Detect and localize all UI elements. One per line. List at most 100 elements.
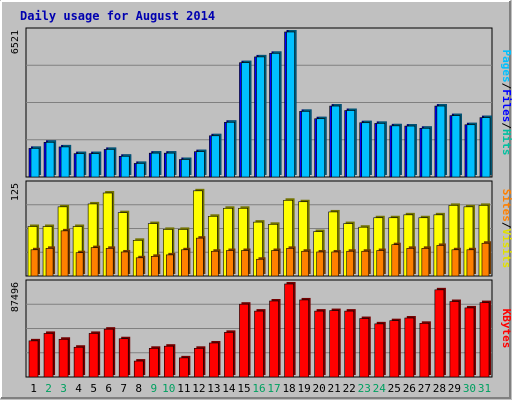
kbytes-bar: [58, 338, 69, 378]
panel-1-ymax-label: 6521: [10, 30, 21, 54]
x-tick-label: 2: [45, 382, 52, 395]
x-tick-label: 4: [75, 382, 82, 395]
panel-2-legend-label: Sites/Visits: [500, 189, 512, 269]
panel-1-legend-label: Pages/Files/Hits: [500, 50, 512, 156]
hits-bar: [406, 125, 416, 178]
panel-2: 125 Sites/Visits: [10, 180, 512, 277]
x-axis-ticks: 1 2 3 4 5 6 7 8 9 10 11 12 13 14 15 16 17 18 19 20 21 22 23 24 2…: [30, 382, 491, 395]
hits-bar: [391, 125, 401, 178]
hits-bar: [90, 153, 100, 178]
x-tick-label: 31: [478, 382, 491, 395]
panel-3-ymax-label: 87496: [10, 282, 21, 312]
x-tick-label: 26: [403, 382, 416, 395]
kbytes-bar: [434, 289, 445, 378]
x-tick-label: 20: [313, 382, 326, 395]
panel-3-legend-label: KBytes: [500, 309, 512, 349]
x-tick-label: 8: [135, 382, 142, 395]
sites-bar: [466, 249, 475, 277]
sites-bar: [135, 257, 144, 277]
hits-bar: [60, 146, 70, 178]
hits-bar: [150, 152, 160, 178]
kbytes-bar: [224, 332, 234, 378]
hits-bar: [361, 122, 371, 178]
hits-bar: [331, 105, 340, 178]
hits-bar: [271, 53, 280, 178]
hits-bar: [421, 128, 431, 178]
kbytes-bar: [329, 310, 339, 378]
hits-bar: [256, 56, 265, 178]
sites-bar: [211, 250, 219, 277]
legend-segment: Sites: [500, 189, 512, 222]
kbytes-bar: [299, 299, 309, 378]
hits-bar: [45, 142, 55, 178]
kbytes-bar: [43, 333, 54, 378]
sites-bar: [286, 248, 294, 277]
hits-bar: [165, 152, 175, 178]
x-tick-label: 23: [358, 382, 371, 395]
sites-bar: [60, 230, 69, 277]
kbytes-bar: [359, 318, 370, 378]
kbytes-bar: [344, 310, 355, 378]
x-tick-label: 3: [60, 382, 67, 395]
hits-bar: [316, 118, 325, 178]
sites-bar: [406, 248, 415, 277]
kbytes-bar: [284, 283, 294, 378]
kbytes-bar: [314, 310, 324, 378]
hits-bar: [196, 151, 205, 178]
sites-bar: [271, 250, 279, 277]
legend-segment: Files: [500, 89, 512, 122]
hits-bar: [75, 153, 85, 178]
sites-bar: [165, 254, 174, 277]
x-tick-label: 16: [252, 382, 265, 395]
sites-bar: [105, 248, 114, 277]
sites-bar: [45, 248, 54, 277]
kbytes-bar: [194, 348, 204, 378]
kbytes-bar: [449, 301, 460, 378]
kbytes-bar: [254, 310, 264, 378]
chart-panels: 6521 Pages/Files/Hits 125 Sites/Visits 87496…: [10, 27, 512, 378]
hits-bar: [241, 62, 250, 178]
hits-bar: [436, 105, 446, 178]
kbytes-bar: [464, 307, 475, 378]
x-tick-label: 24: [373, 382, 387, 395]
legend-segment: /: [500, 83, 512, 90]
kbytes-bar: [404, 317, 415, 378]
x-tick-label: 10: [162, 382, 175, 395]
hits-bar: [211, 135, 220, 178]
sites-bar: [481, 242, 490, 277]
kbytes-bar: [118, 338, 129, 378]
hits-bar: [451, 115, 461, 178]
kbytes-bar: [179, 357, 189, 378]
legend-segment: /: [500, 122, 512, 129]
panel-1: 6521 Pages/Files/Hits: [10, 27, 512, 178]
x-tick-label: 19: [297, 382, 310, 395]
kbytes-bar: [419, 323, 430, 378]
sites-bar: [90, 247, 99, 277]
hits-bar: [30, 148, 40, 178]
sites-bar: [196, 237, 204, 277]
sites-bar: [181, 249, 189, 277]
sites-bar: [150, 256, 159, 277]
legend-segment: KBytes: [500, 309, 512, 349]
hits-bar: [301, 111, 310, 178]
sites-bar: [436, 245, 445, 277]
sites-bar: [30, 249, 39, 277]
sites-bar: [451, 249, 460, 277]
x-tick-label: 22: [343, 382, 356, 395]
x-tick-label: 12: [192, 382, 205, 395]
hits-bar: [346, 110, 356, 178]
kbytes-bar: [28, 340, 39, 378]
sites-bar: [361, 250, 370, 277]
kbytes-bar: [374, 323, 385, 378]
hits-bar: [466, 124, 476, 178]
kbytes-bar: [479, 302, 490, 378]
kbytes-bar: [269, 300, 279, 378]
legend-segment: Visits: [500, 229, 512, 269]
kbytes-bar: [133, 360, 144, 378]
kbytes-bar: [73, 346, 84, 378]
x-tick-label: 28: [433, 382, 446, 395]
x-tick-label: 7: [120, 382, 127, 395]
chart-title: Daily usage for August 2014: [20, 9, 215, 23]
x-tick-label: 21: [328, 382, 341, 395]
